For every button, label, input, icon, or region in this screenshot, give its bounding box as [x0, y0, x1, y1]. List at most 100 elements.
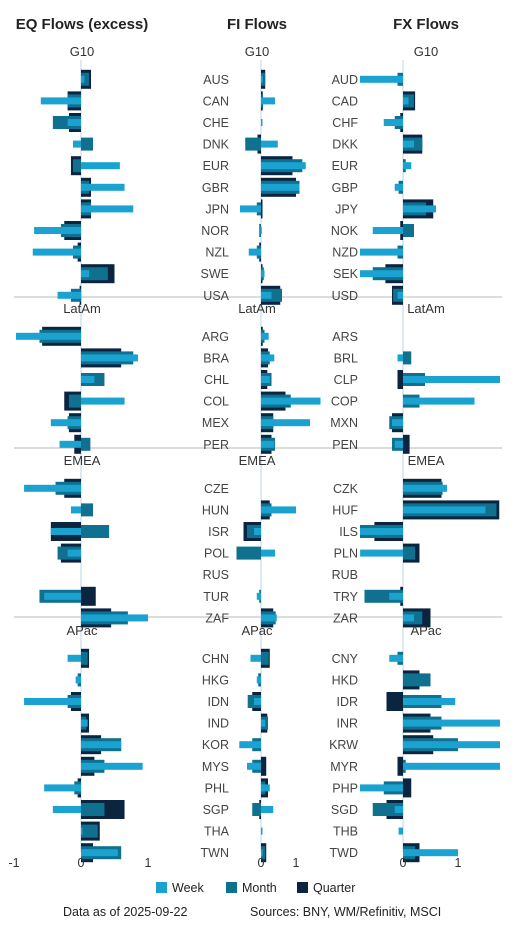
bar-row-chl: CHL: [204, 370, 272, 389]
bar-row-ars: ARS: [332, 330, 358, 344]
bar-row-hkg: HKG: [202, 673, 261, 687]
bar-week: [261, 291, 272, 299]
bar-month: [81, 137, 94, 151]
category-label: ISR: [208, 525, 229, 539]
bar-row-phl: PHL: [205, 778, 270, 798]
bar-quarter: [403, 778, 412, 798]
category-label: SGP: [203, 803, 229, 817]
bar-week: [247, 762, 261, 770]
bar-week: [403, 506, 486, 514]
bar-month: [81, 503, 94, 517]
category-label: TWD: [330, 846, 358, 860]
bar-row-zar: ZAR: [333, 608, 431, 628]
bar-row-per: [59, 434, 91, 454]
category-label: BRL: [334, 351, 358, 365]
category-label: KRW: [329, 738, 358, 752]
bar-week: [67, 119, 81, 126]
bar-week: [403, 698, 456, 705]
bar-row-pol: POL: [204, 546, 275, 561]
panel-eq-flows-excess-: EQ Flows (excess) G10 LatAm EMEA APac -1 0 1: [8, 16, 151, 870]
category-label: COL: [203, 395, 229, 409]
bar-row-php: PHP: [332, 778, 412, 798]
category-label: PER: [203, 438, 229, 452]
bar-row-idr: IDR: [336, 692, 456, 711]
bar-row-gbr: GBR: [202, 177, 300, 197]
category-label: TRY: [333, 590, 358, 604]
category-label: HKG: [202, 673, 229, 687]
bar-row-sek: SEK: [333, 264, 403, 284]
category-label: RUB: [332, 568, 358, 582]
group-g10: G10 AUD CAD CHF DKK EUR GBP JPY NOK NZD SEK USD: [331, 44, 438, 305]
bar-week: [261, 419, 310, 427]
category-label: IDN: [207, 695, 229, 709]
bar-week: [261, 140, 278, 148]
x-tick-label: -1: [8, 856, 19, 870]
category-label: CHL: [204, 373, 229, 387]
category-label: CZE: [204, 482, 229, 496]
x-tick-label: 0: [400, 856, 407, 870]
bar-row-mys: [81, 756, 143, 776]
legend: Week Month Quarter: [156, 881, 355, 895]
bar-month: [261, 72, 266, 86]
bar-row-twd: TWD: [330, 843, 458, 863]
bar-week: [261, 506, 296, 514]
bar-month: [403, 546, 416, 560]
bar-row-kor: KOR: [202, 738, 261, 752]
bar-week: [72, 140, 81, 148]
bar-row-rus: RUS: [203, 568, 229, 582]
bar-row-brl: BRL: [334, 351, 412, 365]
bar-week: [261, 784, 270, 792]
bar-week: [57, 291, 81, 299]
category-label: GBR: [202, 181, 229, 195]
bar-month: [81, 525, 110, 538]
bar-week: [261, 162, 306, 170]
bar-month: [81, 437, 91, 451]
bar-row-dnk: DNK: [203, 134, 278, 154]
category-label: ARS: [332, 330, 358, 344]
category-label: PHL: [205, 781, 229, 795]
bar-row-isr: [50, 522, 110, 541]
bar-week: [81, 849, 118, 857]
bar-row-mxn: MXN: [330, 413, 403, 433]
bar-week: [34, 227, 81, 234]
bar-week: [394, 806, 403, 813]
bar-row-nor: NOR: [201, 224, 262, 238]
bar-row-chn: CHN: [202, 648, 270, 668]
bar-week: [403, 205, 436, 213]
bar-month: [81, 72, 90, 86]
category-label: NOR: [201, 224, 229, 238]
bar-week: [67, 654, 81, 662]
group-title: LatAm: [238, 301, 276, 316]
bar-row-bra: [81, 348, 138, 368]
bar-row-usa: USA: [203, 285, 282, 305]
category-label: EUR: [203, 159, 229, 173]
group-title: G10: [414, 44, 439, 59]
data-date-note: Data as of 2025-09-22: [63, 905, 187, 919]
bar-row-tha: [81, 821, 100, 841]
bar-row-kor: [81, 735, 122, 755]
bar-week: [360, 549, 403, 557]
group-title: LatAm: [63, 301, 101, 316]
bar-month: [403, 673, 431, 687]
x-tick-label: 1: [455, 856, 462, 870]
bar-week: [261, 719, 266, 727]
category-label: IDR: [336, 695, 358, 709]
bar-month: [72, 159, 81, 173]
bar-row-clp: CLP: [334, 370, 500, 389]
panel-title: FI Flows: [227, 16, 287, 33]
bar-quarter: [397, 370, 403, 389]
bar-month: [81, 651, 88, 665]
bar-week: [403, 614, 414, 622]
bar-week: [254, 528, 261, 535]
bar-week: [250, 654, 261, 662]
bar-week: [403, 484, 447, 492]
bar-week: [261, 332, 269, 340]
bar-row-tha: THA: [204, 825, 263, 839]
group-emea: EMEA: [24, 453, 148, 628]
legend-swatch-week: [156, 882, 167, 893]
bar-row-try: TRY: [333, 586, 403, 606]
x-tick-label: 1: [293, 856, 300, 870]
bar-row-cop: COP: [331, 394, 475, 409]
